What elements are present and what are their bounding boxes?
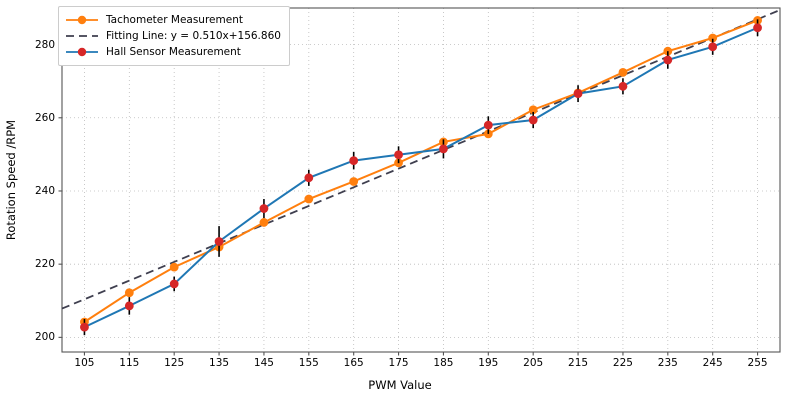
- y-tick-label: 260: [34, 111, 55, 124]
- y-tick-label: 240: [34, 184, 55, 197]
- x-tick-label: 175: [388, 357, 409, 369]
- x-axis-label: PWM Value: [368, 378, 432, 392]
- x-tick-label: 165: [343, 357, 364, 369]
- data-point: [349, 177, 359, 186]
- data-point: [80, 322, 89, 332]
- x-tick-label: 195: [478, 357, 499, 369]
- x-tick-label: 205: [523, 357, 544, 369]
- data-point: [618, 68, 628, 77]
- data-point: [708, 33, 718, 43]
- legend-swatch-hall-sensor: [66, 47, 98, 57]
- data-point: [573, 89, 583, 99]
- x-tick-label: 255: [747, 357, 768, 369]
- data-point: [483, 129, 493, 139]
- data-point: [169, 279, 179, 289]
- y-tick-label: 200: [34, 331, 55, 344]
- data-point: [259, 218, 269, 227]
- x-tick-label: 215: [568, 357, 589, 369]
- axis-spines: [61, 7, 781, 353]
- y-tick-label: 280: [34, 38, 55, 51]
- legend-label-tachometer: Tachometer Measurement: [106, 14, 243, 26]
- x-tick-label: 185: [433, 357, 454, 369]
- data-point: [169, 262, 179, 272]
- legend-item-hall-sensor: Hall Sensor Measurement: [65, 44, 281, 60]
- y-axis-label-container: Rotation Speed /RPM: [0, 0, 22, 360]
- data-point: [483, 120, 493, 130]
- series-hall-sensor: [80, 19, 762, 336]
- legend-item-fitting-line: Fitting Line: y = 0.510x+156.860: [65, 28, 281, 44]
- data-point: [304, 194, 314, 204]
- x-tick-label: 125: [164, 357, 185, 369]
- x-tick-label: 155: [298, 357, 319, 369]
- data-point: [708, 42, 718, 52]
- x-tick-label: 145: [253, 357, 274, 369]
- legend-swatch-tachometer: [66, 15, 98, 25]
- x-tick-label: 115: [119, 357, 140, 369]
- data-point: [528, 115, 538, 125]
- data-point: [528, 105, 538, 115]
- data-point: [753, 23, 762, 33]
- legend-item-tachometer: Tachometer Measurement: [65, 12, 281, 28]
- data-point: [663, 46, 673, 56]
- data-point: [439, 144, 448, 154]
- x-tick-label: 225: [612, 357, 633, 369]
- y-axis-label: Rotation Speed /RPM: [4, 119, 18, 241]
- data-point: [259, 204, 269, 213]
- data-point: [124, 288, 134, 298]
- chart-legend: Tachometer Measurement Fitting Line: y =…: [58, 6, 290, 66]
- legend-swatch-fitting-line: [66, 35, 98, 37]
- x-tick-label: 105: [74, 357, 95, 369]
- axis-ticks: [58, 44, 759, 356]
- legend-label-fitting-line: Fitting Line: y = 0.510x+156.860: [106, 30, 281, 42]
- data-point: [394, 150, 403, 160]
- data-point: [663, 55, 673, 65]
- x-tick-label: 235: [657, 357, 678, 369]
- y-tick-label: 220: [34, 258, 55, 271]
- data-point: [124, 301, 134, 311]
- data-point: [349, 156, 359, 166]
- data-point: [618, 81, 628, 91]
- x-tick-label: 135: [209, 357, 230, 369]
- data-point: [214, 237, 224, 246]
- x-tick-label: 245: [702, 357, 723, 369]
- legend-label-hall-sensor: Hall Sensor Measurement: [106, 46, 241, 58]
- data-point: [304, 173, 314, 183]
